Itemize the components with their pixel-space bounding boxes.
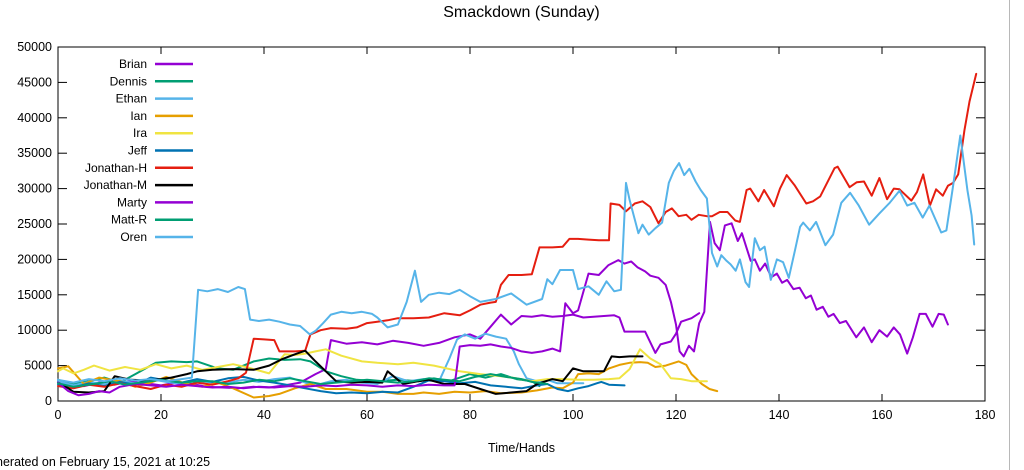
legend-label-jonathan-m: Jonathan-M xyxy=(84,178,147,192)
y-tick-label: 10000 xyxy=(17,323,52,337)
window-edge-divider xyxy=(1009,0,1010,470)
generated-timestamp: nerated on February 15, 2021 at 10:25 xyxy=(0,455,211,469)
x-tick-label: 60 xyxy=(360,408,374,422)
legend-label-ethan: Ethan xyxy=(116,92,147,106)
series-line-marty xyxy=(57,220,949,397)
x-tick-label: 100 xyxy=(563,408,584,422)
y-tick-label: 40000 xyxy=(17,111,52,125)
x-tick-label: 40 xyxy=(257,408,271,422)
x-tick-label: 160 xyxy=(872,408,893,422)
series-line-brian xyxy=(57,312,701,390)
y-tick-label: 50000 xyxy=(17,40,52,54)
series-line-matt-r xyxy=(57,373,549,388)
x-tick-label: 0 xyxy=(55,408,62,422)
series-line-jonathan-h xyxy=(57,72,978,390)
legend-label-jeff: Jeff xyxy=(128,144,148,158)
y-tick-label: 30000 xyxy=(17,182,52,196)
series-line-ira xyxy=(57,348,708,383)
plot-border xyxy=(57,46,986,402)
chart-title: Smackdown (Sunday) xyxy=(443,4,600,21)
x-tick-label: 20 xyxy=(154,408,168,422)
x-tick-label: 80 xyxy=(463,408,477,422)
legend-label-brian: Brian xyxy=(119,57,147,71)
legend-label-ian: Ian xyxy=(130,109,147,123)
legend-label-jonathan-h: Jonathan-H xyxy=(85,161,147,175)
x-tick-label: 120 xyxy=(666,408,687,422)
legend-label-matt-r: Matt-R xyxy=(111,213,147,227)
y-tick-label: 35000 xyxy=(17,146,52,160)
x-axis-title: Time/Hands xyxy=(488,441,555,455)
x-tick-label: 180 xyxy=(975,408,996,422)
legend-label-ira: Ira xyxy=(133,126,147,140)
y-tick-label: 45000 xyxy=(17,75,52,89)
y-tick-label: 20000 xyxy=(17,252,52,266)
x-tick-label: 140 xyxy=(769,408,790,422)
series-line-dennis xyxy=(57,357,541,388)
y-tick-label: 15000 xyxy=(17,288,52,302)
legend-label-oren: Oren xyxy=(120,230,147,244)
y-tick-label: 5000 xyxy=(24,359,52,373)
legend-label-dennis: Dennis xyxy=(110,74,147,88)
legend-label-marty: Marty xyxy=(117,195,147,209)
y-tick-label: 0 xyxy=(45,394,52,408)
series-line-oren xyxy=(57,134,976,384)
y-tick-label: 25000 xyxy=(17,217,52,231)
